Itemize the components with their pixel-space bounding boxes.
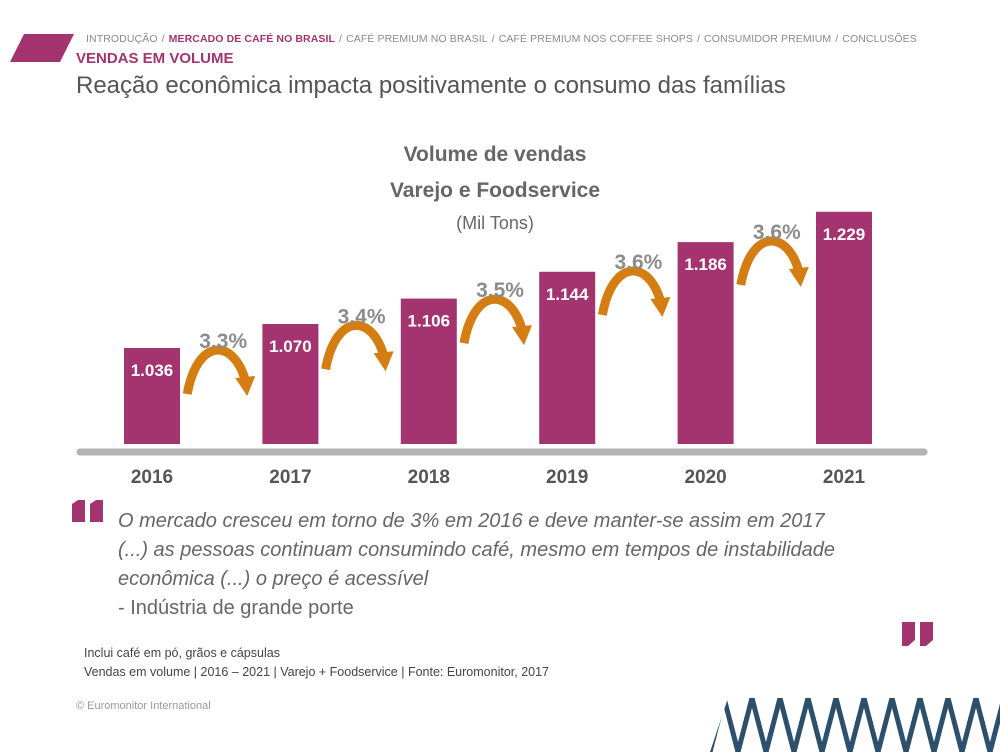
quote-line: O mercado cresceu em torno de 3% em 2016… (118, 510, 825, 532)
bar-value-label: 1.106 (408, 312, 451, 331)
chart-title: Volume de vendas (404, 143, 587, 166)
breadcrumb-item[interactable]: CAFÉ PREMIUM NOS COFFEE SHOPS (498, 33, 694, 45)
growth-label: 3.3% (199, 330, 247, 353)
bar-value-label: 1.036 (131, 361, 174, 380)
quote-close-icon (902, 622, 933, 646)
breadcrumb: INTRODUÇÃO / MERCADO DE CAFÉ NO BRASIL / CAF… (86, 33, 917, 45)
quote-line: (...) as pessoas continuam consumindo ca… (118, 539, 836, 561)
growth-label: 3.6% (614, 251, 662, 274)
breadcrumb-separator: / (697, 33, 701, 45)
x-tick-label: 2019 (546, 467, 588, 488)
breadcrumb-item[interactable]: CONCLUSÕES (842, 33, 917, 45)
page-title: Reação econômica impacta positivamente o… (76, 72, 786, 99)
corner-tab-shape (10, 34, 74, 62)
growth-arrow-icon: 3.3% (182, 330, 256, 396)
section-label: VENDAS EM VOLUME (76, 50, 234, 67)
x-tick-label: 2018 (408, 467, 450, 488)
breadcrumb-item[interactable]: INTRODUÇÃO (86, 33, 158, 45)
breadcrumb-item[interactable]: CAFÉ PREMIUM NO BRASIL (346, 33, 488, 45)
x-tick-label: 2020 (684, 467, 726, 488)
bar-value-label: 1.144 (546, 285, 589, 304)
chart-unit: (Mil Tons) (456, 213, 534, 233)
breadcrumb-separator: / (835, 33, 839, 45)
bar-value-label: 1.070 (269, 337, 312, 356)
footnote-source: Vendas em volume | 2016 – 2021 | Varejo … (84, 665, 549, 679)
bar-2020 (677, 242, 734, 444)
growth-arrow-icon: 3.6% (597, 251, 671, 317)
quote-line: econômica (...) o preço é acessível (118, 568, 429, 590)
breadcrumb-item[interactable]: CONSUMIDOR PREMIUM (704, 33, 832, 45)
breadcrumb-separator: / (491, 33, 495, 45)
bar-2017 (262, 324, 319, 444)
x-tick-label: 2017 (269, 467, 311, 488)
copyright-text: © Euromonitor International (76, 700, 211, 712)
growth-label: 3.4% (338, 305, 386, 328)
decorative-pattern-icon (710, 698, 1000, 752)
growth-arrow-icon: 3.6% (736, 221, 809, 287)
bar-2019 (539, 271, 596, 444)
growth-arrow-icon: 3.5% (459, 279, 532, 346)
bar-value-label: 1.229 (823, 225, 866, 244)
chart-subtitle: Varejo e Foodservice (390, 179, 600, 202)
growth-label: 3.6% (753, 221, 801, 244)
bar-2018 (400, 298, 457, 444)
breadcrumb-item[interactable]: MERCADO DE CAFÉ NO BRASIL (168, 33, 336, 45)
breadcrumb-separator: / (161, 33, 165, 45)
bar-2021 (816, 211, 872, 444)
breadcrumb-separator: / (339, 33, 343, 45)
x-tick-label: 2016 (131, 467, 173, 488)
quote-block: O mercado cresceu em torno de 3% em 2016… (118, 507, 918, 623)
footnote: Inclui café em pó, grãos e cápsulas Vend… (84, 644, 549, 682)
quote-source: - Indústria de grande porte (118, 597, 354, 619)
x-tick-label: 2021 (823, 467, 866, 488)
footnote-line: Inclui café em pó, grãos e cápsulas (84, 646, 280, 660)
growth-label: 3.5% (476, 279, 524, 302)
growth-arrow-icon: 3.4% (321, 305, 394, 372)
bar-value-label: 1.186 (684, 255, 727, 274)
bar-2016 (124, 348, 180, 444)
quote-open-icon (72, 500, 103, 522)
